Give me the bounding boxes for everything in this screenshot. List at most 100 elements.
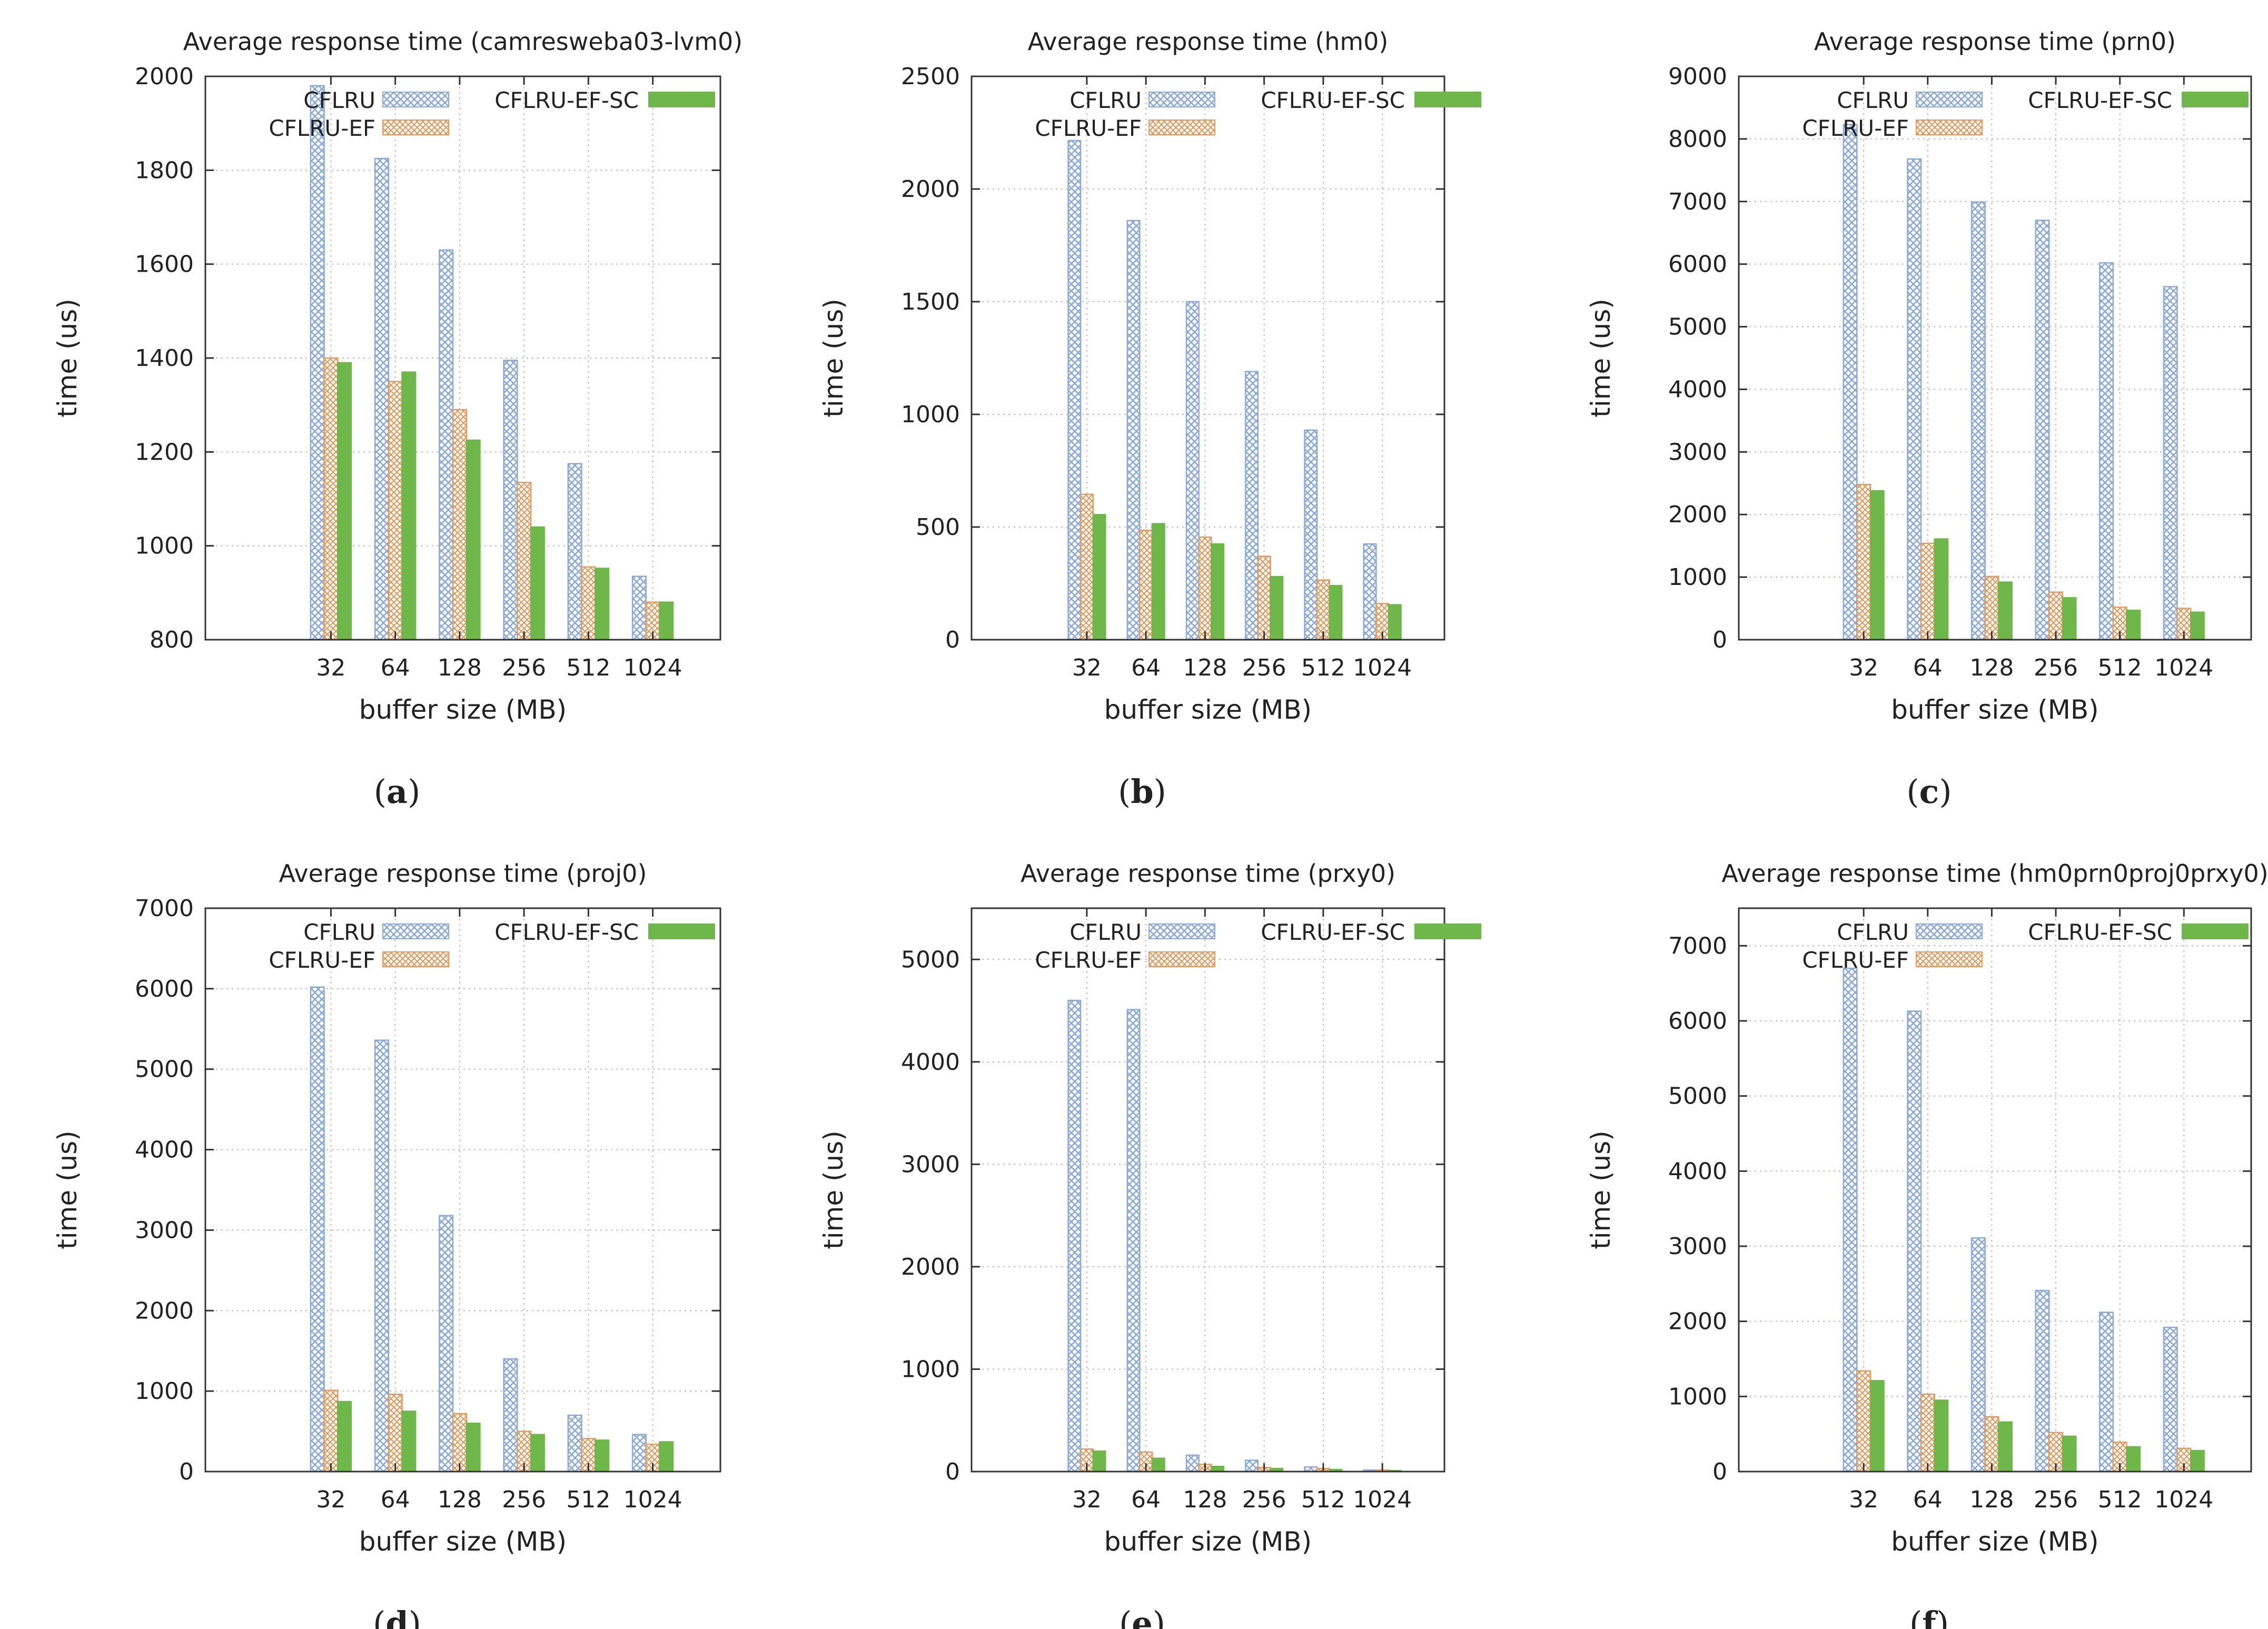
y-tick-label: 1600: [135, 251, 194, 278]
bar-cflru-1024: [631, 575, 647, 641]
y-tick-label: 1400: [135, 345, 194, 372]
plot-frame: [970, 907, 1445, 1473]
legend-label-cflru: CFLRU: [303, 87, 375, 113]
bar-cflru-512: [567, 1414, 582, 1473]
x-tick-label: 256: [502, 1486, 546, 1513]
x-tick-label: 128: [438, 654, 482, 681]
legend-label-cflru-ef-sc: CFLRU-EF-SC: [2028, 919, 2172, 945]
bar-cflru-ef-sc-1024: [2190, 611, 2205, 641]
y-tick-label: 1000: [1668, 564, 1727, 591]
bar-cflru-256: [1245, 1459, 1259, 1473]
chart-title: Average response time (hm0prn0proj0prxy0…: [1721, 859, 2268, 888]
bar-cflru-128: [439, 1215, 454, 1473]
legend-swatch-cflru-ef: [382, 951, 449, 967]
y-tick-label: 6000: [135, 976, 194, 1002]
bar-cflru-ef-sc-256: [530, 1434, 545, 1473]
x-tick-label: 128: [438, 1486, 482, 1513]
bar-cflru-ef-sc-1024: [2190, 1449, 2205, 1473]
x-tick-label: 1024: [2154, 654, 2213, 681]
x-tick-label: 32: [1849, 654, 1878, 681]
y-tick-label: 2500: [901, 63, 960, 90]
bar-cflru-32: [1067, 999, 1082, 1473]
x-tick-label: 64: [381, 1486, 410, 1513]
legend-swatch-cflru-ef: [1148, 120, 1215, 135]
chart-title: Average response time (camresweba03-lvm0…: [183, 27, 743, 56]
bar-cflru-ef-64: [388, 1394, 403, 1473]
y-axis-label: time (us): [818, 299, 849, 418]
x-tick-label: 256: [2034, 1486, 2078, 1513]
bar-cflru-ef-sc-128: [466, 439, 481, 641]
legend-label-cflru: CFLRU: [1069, 87, 1142, 113]
bar-cflru-512: [2099, 262, 2114, 641]
x-tick-label: 64: [1913, 1486, 1943, 1513]
bar-cflru-ef-sc-256: [1270, 575, 1284, 641]
y-tick-label: 2000: [1668, 1308, 1727, 1335]
x-tick-label: 512: [566, 654, 610, 681]
bar-cflru-ef-sc-512: [1329, 585, 1343, 641]
chart-d: Average response time (proj0) 0 1000 2000 30…: [52, 859, 721, 1629]
bar-cflru-ef-sc-32: [1092, 1450, 1106, 1473]
bar-cflru-ef-sc-512: [594, 568, 610, 641]
bar-cflru-ef-128: [452, 409, 467, 641]
y-tick-label: 6000: [1668, 251, 1727, 278]
panel-letter: a: [387, 772, 408, 811]
legend-swatch-cflru-ef-sc: [2182, 92, 2249, 107]
y-tick-label: 1500: [901, 289, 960, 315]
bar-cflru-ef-sc-1024: [659, 1441, 674, 1473]
bar-cflru-ef-sc-128: [1997, 1421, 2013, 1473]
x-tick-label: 64: [381, 654, 410, 681]
chart-e: Average response time (prxy0) 0 1000 2000 30…: [818, 859, 1481, 1629]
bar-cflru-256: [1245, 371, 1259, 641]
bar-cflru-ef-sc-1024: [659, 601, 674, 641]
x-tick-label: 256: [1242, 1486, 1286, 1513]
x-tick-label: 512: [1301, 654, 1345, 681]
bar-cflru-ef-sc-32: [336, 1400, 352, 1473]
bar-cflru-ef-sc-1024: [1388, 604, 1402, 641]
x-tick-label: 512: [2098, 1486, 2142, 1513]
legend-label-cflru: CFLRU: [1069, 919, 1142, 945]
y-tick-label: 2000: [135, 1297, 194, 1324]
bar-cflru-ef-32: [1856, 1370, 1871, 1473]
bar-cflru-ef-sc-32: [1869, 490, 1885, 641]
y-tick-label: 1200: [135, 439, 194, 465]
legend-swatch-cflru-ef: [1148, 951, 1215, 967]
panel-letter: d: [385, 1604, 408, 1629]
bar-cflru-128: [1970, 201, 1986, 641]
bar-cflru-ef-32: [1079, 493, 1094, 641]
x-tick-label: 1024: [1353, 1486, 1412, 1513]
bar-cflru-ef-sc-64: [1934, 1399, 1949, 1473]
legend-swatch-cflru: [1916, 923, 1983, 939]
y-axis-label: time (us): [52, 299, 83, 418]
x-tick-label: 256: [502, 654, 546, 681]
panel-label: (a): [374, 772, 421, 811]
bar-cflru-64: [374, 1039, 390, 1473]
bar-cflru-ef-sc-256: [530, 526, 545, 641]
y-tick-label: 3000: [1668, 1233, 1727, 1260]
plot-frame: [204, 75, 721, 641]
legend-label-cflru-ef: CFLRU-EF: [269, 947, 375, 973]
x-tick-label: 64: [1131, 654, 1161, 681]
bar-cflru-64: [374, 157, 390, 641]
y-tick-label: 2000: [135, 63, 194, 90]
legend-label-cflru-ef-sc: CFLRU-EF-SC: [494, 87, 639, 113]
panel-label: (f): [1909, 1604, 1949, 1629]
bar-cflru-64: [1907, 158, 1922, 641]
panel-label: (b): [1118, 772, 1166, 811]
x-tick-label: 128: [1183, 1486, 1227, 1513]
y-tick-label: 1000: [135, 533, 194, 560]
y-tick-label: 2000: [1668, 501, 1727, 528]
panel-label: (d): [373, 1604, 421, 1629]
bar-cflru-256: [2035, 220, 2050, 641]
bar-cflru-ef-sc-256: [2062, 1435, 2077, 1473]
bar-cflru-64: [1907, 1010, 1922, 1473]
legend-label-cflru-ef-sc: CFLRU-EF-SC: [1261, 919, 1405, 945]
x-tick-label: 128: [1183, 654, 1227, 681]
x-tick-label: 1024: [623, 1486, 682, 1513]
bar-cflru-ef-32: [1856, 483, 1871, 641]
legend-swatch-cflru-ef-sc: [2182, 923, 2249, 939]
panel-letter: c: [1919, 772, 1939, 811]
bar-cflru-ef-sc-256: [2062, 597, 2077, 641]
